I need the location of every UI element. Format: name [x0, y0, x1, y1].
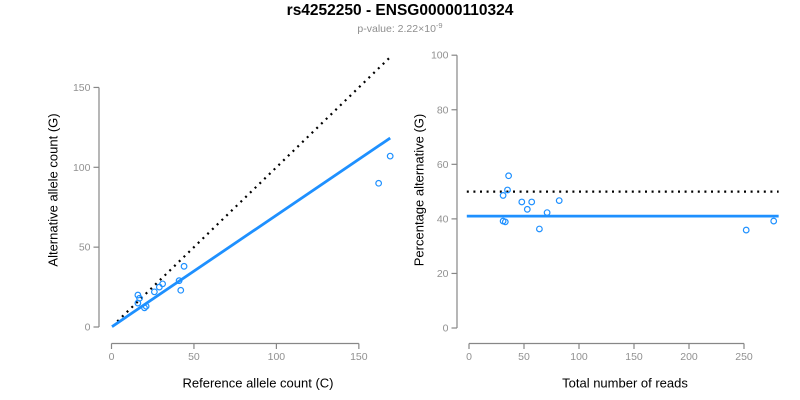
- left-x-tick-label: 0: [109, 351, 115, 363]
- right-data-point: [555, 197, 563, 205]
- right-x-tick-label: 50: [518, 351, 530, 363]
- right-x-tick-label: 0: [466, 351, 472, 363]
- right-y-tick-label: 100: [431, 50, 449, 62]
- figure-subtitle: p-value: 2.22×10-9: [0, 21, 800, 35]
- right-data-point: [518, 198, 526, 206]
- right-y-tick-label: 80: [437, 104, 449, 116]
- right-data-point: [504, 186, 511, 194]
- left-data-point: [175, 277, 183, 285]
- left-data-point: [375, 179, 383, 187]
- right-data-point: [528, 198, 536, 206]
- left-fit-line: [111, 136, 391, 328]
- figure-title: rs4252250 - ENSG00000110324: [286, 2, 514, 19]
- left-x-tick-label: 100: [268, 351, 286, 363]
- right-x-tick-label: 150: [625, 351, 643, 363]
- left-data-point: [177, 286, 185, 294]
- right-y-tick-label: 0: [443, 323, 449, 335]
- right-y-axis-title: Percentage alternative (G): [411, 113, 427, 267]
- left-y-tick-label: 100: [73, 162, 91, 174]
- right-x-tick-label: 200: [680, 351, 698, 363]
- left-data-point: [180, 262, 188, 270]
- left-y-tick-label: 0: [85, 322, 91, 334]
- left-data-point: [134, 299, 142, 307]
- right-x-tick-label: 250: [735, 351, 753, 363]
- left-x-axis-title: Reference allele count (C): [182, 375, 334, 391]
- right-y-tick-label: 60: [437, 159, 449, 171]
- left-data-point: [159, 280, 167, 288]
- left-data-point: [150, 288, 158, 296]
- right-data-point: [536, 225, 543, 233]
- pvalue-text: p-value: 2.22×10: [357, 23, 436, 35]
- pvalue-exponent: -9: [435, 21, 443, 30]
- right-data-point: [523, 205, 531, 213]
- left-data-point: [142, 302, 150, 310]
- right-data-point: [505, 172, 513, 180]
- right-data-point: [499, 192, 507, 199]
- right-data-point: [742, 226, 750, 234]
- right-x-tick-label: 100: [570, 351, 588, 363]
- right-y-tick-label: 40: [437, 213, 449, 225]
- right-data-point: [501, 218, 509, 226]
- right-data-point: [543, 209, 551, 217]
- left-x-tick-label: 50: [188, 351, 200, 363]
- left-data-point: [141, 304, 148, 312]
- left-data-point: [386, 152, 394, 160]
- left-data-point: [155, 283, 163, 291]
- right-data-point: [770, 217, 778, 225]
- left-x-tick-label: 150: [350, 351, 368, 363]
- right-x-axis-title: Total number of reads: [562, 375, 688, 391]
- left-identity-line: [116, 57, 391, 323]
- right-y-tick-label: 20: [437, 268, 449, 280]
- left-y-tick-label: 50: [79, 242, 91, 254]
- left-y-tick-label: 150: [73, 82, 91, 94]
- left-y-axis-title: Alternative allele count (G): [45, 113, 61, 267]
